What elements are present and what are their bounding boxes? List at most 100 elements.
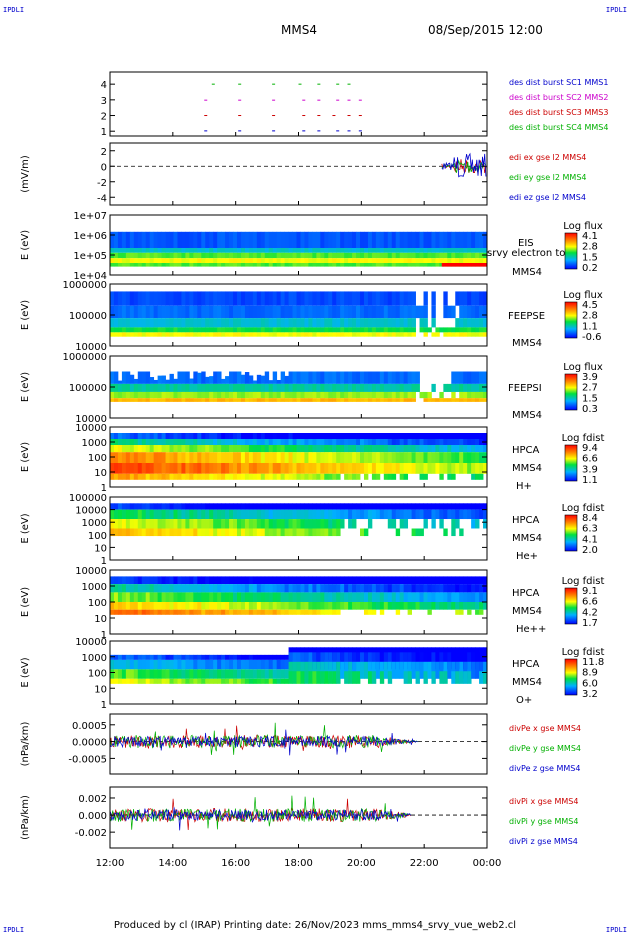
panel-6-spectrogram-cell: [296, 452, 301, 463]
panel-9-spectrogram-cell: [451, 652, 456, 670]
panel-8-spectrogram-cell: [423, 602, 428, 610]
panel-4-spectrogram-cell: [244, 332, 250, 337]
panel-4-spectrogram-cell: [252, 291, 258, 306]
panel-4-spectrogram-cell: [110, 332, 115, 337]
panel-4-spectrogram-cell: [161, 318, 166, 328]
panel-4-spectrogram-cell: [447, 327, 452, 333]
panel-6-spectrogram-cell: [403, 439, 409, 445]
panel-6-spectrogram-cell: [292, 439, 297, 445]
panel-6-label-spacecraft: MMS4: [512, 463, 542, 474]
panel-8-spectrogram-cell: [407, 609, 412, 615]
panel-9-spectrogram-cell: [407, 671, 412, 684]
panel-3-spectrogram-cell: [173, 248, 178, 253]
panel-7-spectrogram-cell: [443, 509, 448, 520]
panel-4-spectrogram-cell: [248, 305, 254, 319]
panel-8-spectrogram-cell: [379, 592, 385, 602]
panel-7-spectrogram-cell: [395, 503, 401, 510]
panel-3-spectrogram-cell: [256, 252, 262, 259]
panel-3-spectrogram-cell: [153, 231, 159, 248]
panel-9-spectrogram-cell: [133, 654, 139, 660]
panel-5-spectrogram-cell: [352, 391, 357, 399]
panel-6-spectrogram-cell: [288, 473, 293, 480]
panel-5-spectrogram-cell: [395, 383, 401, 392]
xtick-label: 00:00: [473, 858, 502, 869]
panel-4-spectrogram-cell: [233, 291, 238, 306]
panel-5-spectrogram-cell: [244, 391, 250, 399]
panel-3-spectrogram-cell: [225, 258, 230, 263]
panel-6-spectrogram-cell: [451, 463, 456, 474]
panel-6-ytick-label: 10: [94, 468, 107, 479]
panel-7-spectrogram-cell: [205, 528, 210, 537]
panel-5-spectrogram-cell: [356, 371, 361, 384]
panel-1-ytick-label: 1: [101, 127, 107, 138]
panel-8-spectrogram-cell: [165, 609, 170, 615]
panel-4-spectrogram-cell: [403, 305, 409, 319]
panel-6-spectrogram-cell: [411, 433, 416, 439]
panel-3-ytick-label: 1e+04: [73, 271, 107, 282]
panel-3-spectrogram-cell: [260, 248, 266, 253]
panel-5-spectrogram-cell: [348, 391, 353, 399]
panel-6-spectrogram-cell: [217, 445, 222, 453]
panel-4-spectrogram-cell: [356, 332, 361, 337]
panel-6-spectrogram-cell: [467, 433, 472, 439]
panel-7-spectrogram-cell: [229, 528, 234, 537]
panel-8-spectrogram-cell: [189, 592, 194, 602]
panel-4-spectrogram-cell: [332, 318, 337, 328]
panel-5-spectrogram-cell: [284, 383, 289, 392]
panel-6-spectrogram-cell: [121, 452, 127, 463]
panel-4-spectrogram-cell: [173, 332, 178, 337]
panel-4-spectrogram-cell: [407, 318, 412, 328]
panel-5-spectrogram-cell: [328, 383, 333, 392]
panel-7-spectrogram-cell: [268, 509, 274, 520]
panel-8-spectrogram-cell: [145, 592, 151, 602]
panel-7-spectrogram-cell: [288, 519, 293, 529]
panel-3-spectrogram-cell: [129, 252, 135, 259]
panel-3-spectrogram-cell: [125, 252, 131, 259]
panel-9-spectrogram-cell: [165, 654, 170, 660]
panel-3-spectrogram-cell: [133, 263, 139, 267]
panel-6-spectrogram-cell: [304, 445, 309, 453]
panel-3-spectrogram-cell: [153, 263, 159, 267]
panel-7-spectrogram-cell: [229, 503, 234, 510]
panel-5-spectrogram-cell: [169, 373, 174, 384]
panel-5-spectrogram-cell: [149, 398, 155, 402]
panel-7-spectrogram-cell: [244, 528, 250, 537]
panel-4-spectrogram-cell: [133, 291, 139, 306]
panel-8-colorbar-tick: 6.6: [582, 597, 598, 608]
panel-8-spectrogram-cell: [320, 576, 325, 585]
panel-3-spectrogram-cell: [205, 263, 210, 267]
panel-3-spectrogram-cell: [371, 258, 377, 263]
panel-8-spectrogram-cell: [165, 602, 170, 610]
panel-8-spectrogram-cell: [209, 576, 214, 585]
panel-6-spectrogram-cell: [153, 445, 159, 453]
panel-9-spectrogram-cell: [244, 654, 250, 660]
panel-5-spectrogram-cell: [399, 398, 405, 402]
panel-6-spectrogram-cell: [113, 439, 119, 445]
panel-3-spectrogram-cell: [371, 252, 377, 259]
panel-7-colorbar: [564, 514, 578, 552]
panel-8-spectrogram-cell: [236, 602, 242, 610]
panel-5-spectrogram-cell: [197, 372, 202, 384]
panel-4-spectrogram-cell: [129, 327, 135, 333]
panel-3-spectrogram-cell: [133, 258, 139, 263]
panel-7-spectrogram-cell: [161, 528, 166, 537]
panel-8-spectrogram-cell: [113, 576, 119, 585]
panel-6-spectrogram-cell: [121, 439, 127, 445]
panel-9-spectrogram-cell: [471, 661, 476, 679]
panel-6-spectrogram-cell: [173, 433, 178, 439]
panel-7-spectrogram-cell: [256, 528, 262, 537]
panel-8-spectrogram-cell: [252, 584, 258, 593]
panel-7-spectrogram-cell: [125, 519, 131, 529]
panel-5-spectrogram-cell: [268, 398, 274, 402]
panel-6-spectrogram-cell: [375, 452, 381, 463]
panel-8-spectrogram-cell: [427, 592, 432, 602]
panel-3-spectrogram-cell: [407, 263, 412, 267]
panel-7-spectrogram-cell: [403, 519, 409, 529]
panel-3-spectrogram-cell: [121, 248, 127, 253]
panel-8-spectrogram-cell: [268, 602, 274, 610]
panel-5-spectrogram-cell: [276, 383, 282, 392]
panel-5-spectrogram-cell: [110, 383, 115, 392]
panel-5-label-spacecraft: MMS4: [512, 410, 542, 421]
panel-6-spectrogram-cell: [356, 439, 361, 445]
panel-10-ytick-label: 0.0000: [72, 738, 107, 749]
